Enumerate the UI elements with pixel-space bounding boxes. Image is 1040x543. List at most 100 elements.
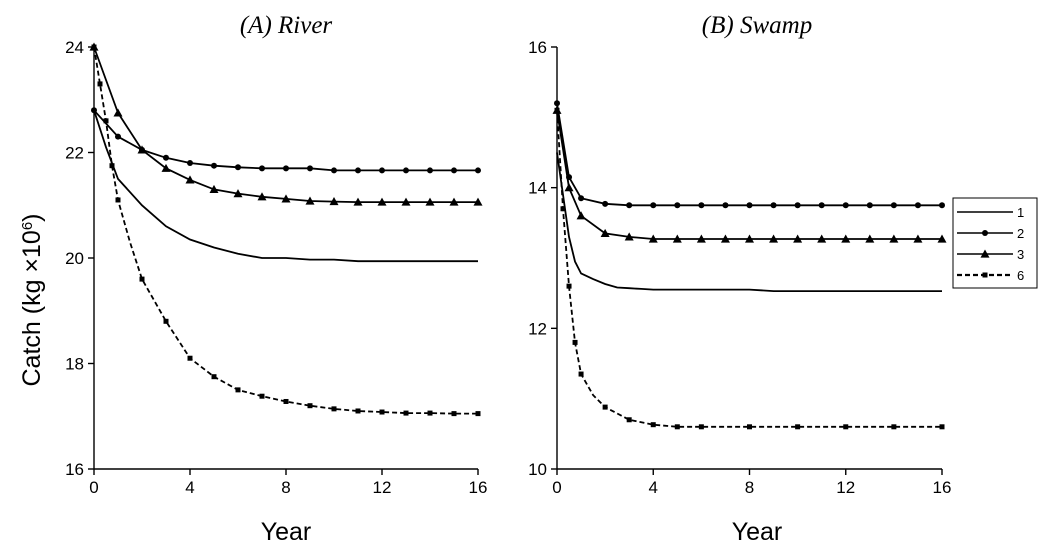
legend-label: 6: [1017, 268, 1024, 283]
data-point: [475, 167, 481, 174]
data-point: [377, 197, 387, 206]
data-point: [305, 196, 315, 205]
data-point: [572, 339, 578, 345]
data-point: [91, 44, 97, 50]
data-point: [939, 202, 945, 209]
data-point: [746, 202, 753, 209]
data-point: [139, 276, 145, 282]
legend-swatch-marker: [982, 230, 988, 236]
data-point: [626, 417, 632, 423]
data-point: [913, 234, 923, 243]
data-point: [554, 107, 560, 113]
data-point: [257, 192, 267, 201]
y-tick-label: 24: [65, 38, 84, 57]
data-point: [137, 145, 147, 154]
series-6-swamp: [554, 107, 945, 430]
data-point: [650, 202, 657, 209]
data-point: [449, 197, 459, 206]
data-point: [600, 228, 610, 237]
data-point: [103, 118, 109, 124]
data-point: [843, 424, 849, 430]
data-point: [769, 234, 779, 243]
data-point: [624, 232, 634, 241]
data-point: [115, 133, 121, 140]
series-2-swamp: [554, 100, 945, 209]
data-point: [91, 107, 97, 114]
data-point: [578, 195, 585, 202]
data-point: [937, 234, 947, 243]
data-point: [794, 202, 801, 209]
x-tick-label: 8: [745, 478, 754, 497]
data-point: [674, 424, 680, 430]
series-line-6: [556, 110, 942, 428]
data-point: [890, 202, 897, 209]
data-point: [115, 197, 121, 203]
legend-swatch-marker: [982, 272, 988, 278]
data-point: [451, 411, 457, 417]
data-point: [259, 165, 265, 172]
data-point: [564, 183, 574, 192]
data-point: [211, 162, 217, 169]
y-axis-label-suffix: ): [18, 213, 46, 221]
series-line-6: [93, 46, 478, 415]
data-point: [161, 163, 171, 172]
series-line-3: [556, 110, 942, 240]
legend-label: 3: [1017, 247, 1024, 262]
data-point: [451, 167, 457, 174]
y-tick-label: 20: [65, 249, 84, 268]
data-point: [97, 81, 103, 87]
data-point: [329, 197, 339, 206]
data-point: [672, 234, 682, 243]
series-line-2: [93, 109, 478, 172]
panel-title-river: (A) River: [240, 12, 333, 39]
y-axis-label-times: ×10: [18, 230, 46, 272]
panel-title-swamp: (B) Swamp: [702, 12, 812, 39]
data-point: [914, 202, 921, 209]
y-tick-label: 18: [65, 355, 84, 374]
x-tick-label: 16: [469, 478, 488, 497]
y-tick-label: 16: [65, 460, 84, 479]
series-1-river: [93, 110, 478, 263]
x-tick-label: 0: [89, 478, 98, 497]
data-point: [626, 202, 633, 209]
data-point: [403, 167, 409, 174]
data-point: [379, 167, 385, 174]
data-point: [842, 202, 849, 209]
x-tick-label: 8: [281, 478, 290, 497]
data-point: [163, 318, 169, 324]
legend-entry-3: 3: [957, 247, 1024, 262]
data-point: [939, 424, 945, 430]
y-tick-label: 16: [528, 38, 547, 57]
x-tick-label: 16: [933, 478, 952, 497]
x-tick-label: 12: [373, 478, 392, 497]
y-tick-label: 12: [528, 319, 547, 338]
series-1-swamp: [556, 152, 942, 292]
legend-box: [952, 197, 1038, 289]
data-point: [720, 234, 730, 243]
data-point: [747, 424, 752, 430]
data-point: [307, 165, 313, 172]
data-point: [674, 202, 681, 209]
data-point: [698, 424, 704, 430]
data-point: [602, 200, 609, 207]
data-point: [401, 197, 411, 206]
y-tick-label: 10: [528, 460, 547, 479]
data-point: [554, 100, 560, 107]
series-3-swamp: [552, 105, 947, 243]
series-6-river: [91, 44, 481, 417]
y-axis-label-prefix: Catch (kg: [18, 273, 46, 387]
data-point: [475, 411, 481, 417]
data-point: [560, 206, 566, 212]
data-point: [307, 403, 313, 409]
y-axis-label-exponent: 6: [19, 222, 36, 230]
panel-swamp: (B) Swamp Year 10 12 14 16 0 4 8 12 16: [528, 12, 951, 543]
data-point: [379, 409, 385, 415]
data-point: [427, 167, 433, 174]
data-point: [209, 184, 219, 194]
y-axis-label: Catch (kg ×106): [18, 213, 46, 386]
data-point: [578, 371, 584, 377]
data-point: [235, 387, 241, 393]
series-line-1: [556, 152, 942, 292]
x-tick-label: 0: [552, 478, 561, 497]
